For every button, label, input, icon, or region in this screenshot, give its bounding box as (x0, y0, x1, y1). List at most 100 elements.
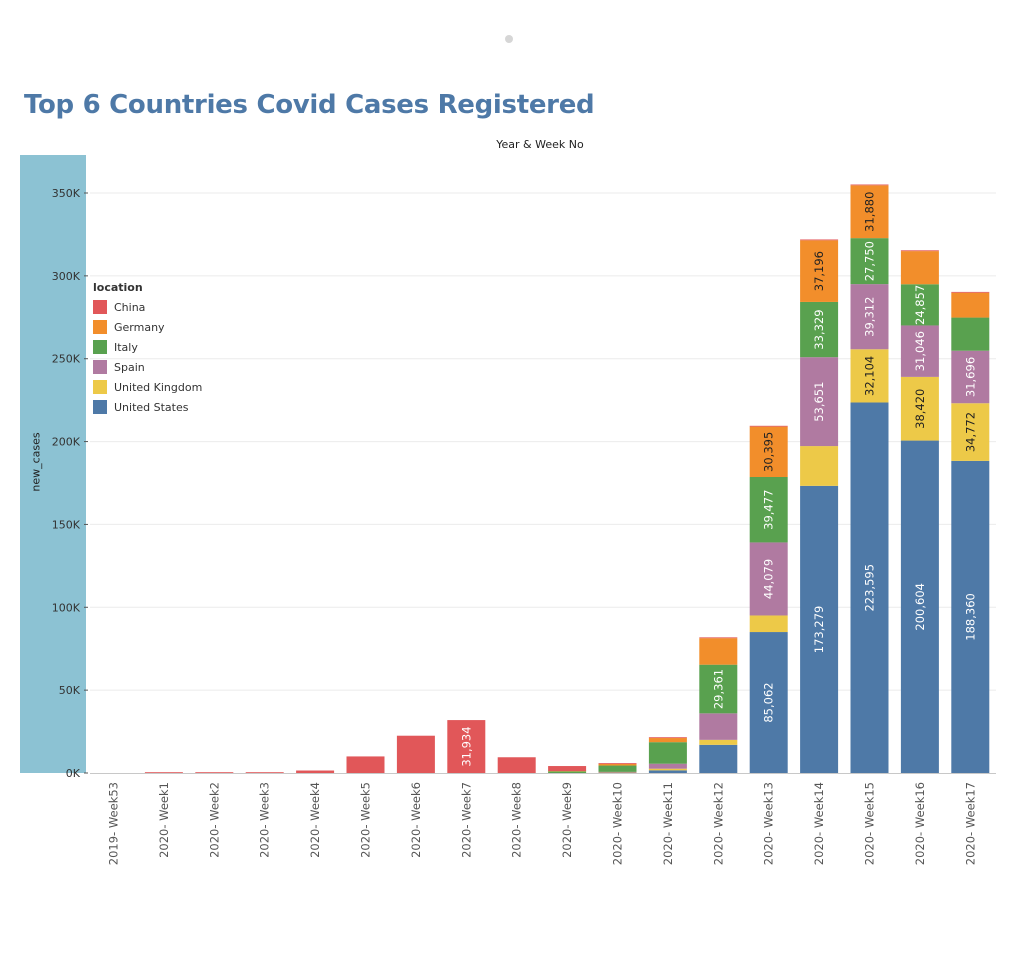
data-label: 44,079 (762, 559, 776, 599)
legend-items: China Germany Italy Spain United Kingdom Unit… (93, 297, 202, 417)
legend-item[interactable]: United States (93, 397, 202, 417)
legend: location China Germany Italy Spain United Ki… (93, 281, 202, 417)
data-label: 223,595 (863, 564, 877, 612)
data-label: 33,329 (812, 309, 826, 349)
legend-swatch (93, 360, 107, 374)
y-tick-label: 0K (66, 767, 81, 780)
data-label: 39,312 (863, 297, 877, 337)
bar-segment (699, 638, 738, 665)
data-label: 37,196 (812, 251, 826, 291)
bar-segment (800, 240, 839, 302)
bar-segment (296, 770, 335, 773)
legend-label: United States (114, 400, 189, 414)
y-axis-band (20, 155, 86, 773)
x-tick-label: 2020- Week5 (359, 782, 373, 858)
bar-segment (648, 770, 687, 773)
data-label: 31,046 (913, 331, 927, 371)
bar-segment (951, 292, 990, 318)
x-tick-label: 2020- Week7 (459, 782, 473, 858)
data-label: 29,361 (711, 669, 725, 709)
data-label: 38,420 (913, 389, 927, 429)
x-tick-label: 2020- Week11 (661, 782, 675, 865)
bar-segment (800, 301, 839, 358)
data-label: 173,279 (812, 606, 826, 654)
data-label: 39,477 (762, 490, 776, 530)
x-tick-label: 2019- Week53 (107, 782, 121, 865)
data-label: 188,360 (963, 593, 977, 641)
bar-segment (951, 403, 990, 461)
legend-label: Germany (114, 320, 165, 334)
bar-segment (850, 184, 889, 186)
bar-segment (951, 350, 990, 404)
bar-segment (850, 402, 889, 773)
legend-swatch (93, 300, 107, 314)
bar-segment (195, 772, 234, 773)
bar-segment (699, 664, 738, 714)
bar-segment (648, 738, 687, 743)
x-tick-label: 2020- Week8 (510, 782, 524, 858)
data-label: 34,772 (963, 412, 977, 452)
legend-label: Spain (114, 360, 145, 374)
y-tick-label: 100K (52, 601, 81, 614)
bar-segment (900, 251, 939, 285)
bar-segment (800, 239, 839, 241)
bar-segment (245, 772, 284, 773)
bar-segment (699, 713, 738, 740)
bar-segment (900, 440, 939, 773)
bar-segment (396, 735, 435, 773)
y-tick-label: 200K (52, 436, 81, 449)
bar-segment (900, 376, 939, 441)
bar-segment (598, 763, 637, 764)
bar-segment (800, 446, 839, 486)
bar-segment (749, 425, 788, 427)
legend-item[interactable]: Germany (93, 317, 202, 337)
x-tick-label: 2020- Week16 (913, 782, 927, 865)
x-tick-label: 2020- Week12 (711, 782, 725, 865)
legend-label: Italy (114, 340, 138, 354)
bar-segment (447, 720, 486, 773)
bar-segment (548, 771, 587, 773)
data-label: 30,395 (762, 432, 776, 472)
bar-segment (497, 757, 536, 773)
y-tick-label: 250K (52, 353, 81, 366)
x-tick-label: 2020- Week4 (308, 782, 322, 858)
data-label: 31,880 (863, 192, 877, 232)
bar-segment (951, 291, 990, 293)
y-tick-label: 350K (52, 187, 81, 200)
legend-label: China (114, 300, 146, 314)
x-tick-label: 2020- Week1 (157, 782, 171, 858)
x-tick-label: 2020- Week17 (963, 782, 977, 865)
legend-item[interactable]: China (93, 297, 202, 317)
x-tick-label: 2020- Week2 (207, 782, 221, 858)
bar-segment (749, 477, 788, 543)
data-label: 31,934 (459, 726, 473, 766)
legend-item[interactable]: Italy (93, 337, 202, 357)
y-tick-label: 150K (52, 518, 81, 531)
bar-segment (648, 742, 687, 764)
bar-segment (951, 317, 990, 351)
legend-item[interactable]: United Kingdom (93, 377, 202, 397)
bar-segment (144, 772, 183, 773)
carousel-dot (505, 35, 513, 43)
x-tick-label: 2020- Week14 (812, 782, 826, 865)
data-label: 200,604 (913, 583, 927, 631)
bar-segment (648, 768, 687, 771)
bar-segment (699, 637, 738, 639)
data-label: 24,857 (913, 285, 927, 325)
legend-label: United Kingdom (114, 380, 203, 394)
x-tick-label: 2020- Week6 (409, 782, 423, 858)
bar-segment (749, 542, 788, 616)
bar-segment (548, 766, 587, 772)
legend-item[interactable]: Spain (93, 357, 202, 377)
bar-segment (699, 744, 738, 773)
bar-segment (346, 756, 385, 773)
bar-segment (749, 426, 788, 478)
y-tick-label: 50K (59, 684, 81, 697)
x-tick-label: 2020- Week10 (611, 782, 625, 865)
bar-segment (598, 765, 637, 772)
bar-segment (598, 771, 637, 773)
bar-segment (648, 763, 687, 769)
bar-segment (800, 357, 839, 447)
bar-segment (900, 250, 939, 252)
